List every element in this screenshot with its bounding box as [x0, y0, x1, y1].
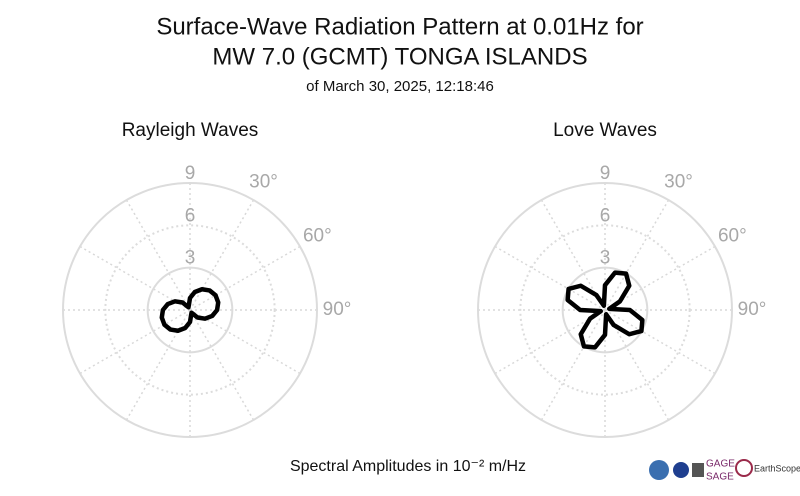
title-line: MW 7.0 (GCMT) TONGA ISLANDS [212, 43, 587, 70]
panel-title: Love Waves [553, 120, 657, 141]
radial-grid-circle [104, 224, 276, 396]
logo-icon [673, 462, 689, 478]
r-tick-label: 3 [185, 248, 196, 269]
angle-grid-line [604, 199, 670, 311]
logo-text: EarthScope [754, 463, 800, 473]
logo-icon [649, 460, 669, 480]
angle-grid-line [189, 245, 301, 311]
theta-tick-label: 30° [249, 172, 278, 193]
theta-tick-label: 90° [323, 299, 352, 320]
theta-tick-label: 30° [664, 172, 693, 193]
logos: GAGE SAGE EarthScope [649, 459, 800, 483]
radial-grid-circle [477, 182, 733, 438]
axis-label: Spectral Amplitudes in 10⁻² m/Hz [290, 458, 526, 475]
radial-grid-circle [62, 182, 318, 438]
pattern-line [565, 270, 645, 350]
subtitle: of March 30, 2025, 12:18:46 [306, 78, 494, 95]
angle-grid-line [604, 309, 716, 375]
angle-grid-line [79, 245, 191, 311]
r-tick-label: 9 [600, 163, 611, 184]
radial-grid-circle [146, 266, 234, 354]
r-tick-label: 3 [600, 248, 611, 269]
angle-grid-line [494, 245, 606, 311]
r-tick-label: 6 [185, 205, 196, 226]
logo-icon [692, 463, 704, 477]
theta-tick-label: 60° [303, 226, 332, 247]
theta-tick-label: 90° [738, 299, 767, 320]
angle-grid-line [540, 309, 606, 421]
r-tick-label: 6 [600, 205, 611, 226]
radial-grid-circle [519, 224, 691, 396]
radial-grid-circle [561, 266, 649, 354]
angle-grid-line [79, 309, 191, 375]
angle-grid-line [189, 309, 301, 375]
logo-text: SAGE [706, 472, 734, 483]
angle-grid-line [125, 199, 191, 311]
logo-text: GAGE [706, 459, 735, 470]
pattern-line [159, 286, 221, 334]
angle-grid-line [189, 309, 255, 421]
theta-tick-label: 60° [718, 226, 747, 247]
logo-icon [735, 459, 753, 477]
r-tick-label: 9 [185, 163, 196, 184]
title-line: Surface-Wave Radiation Pattern at 0.01Hz… [156, 13, 643, 40]
panel-title: Rayleigh Waves [122, 120, 259, 141]
